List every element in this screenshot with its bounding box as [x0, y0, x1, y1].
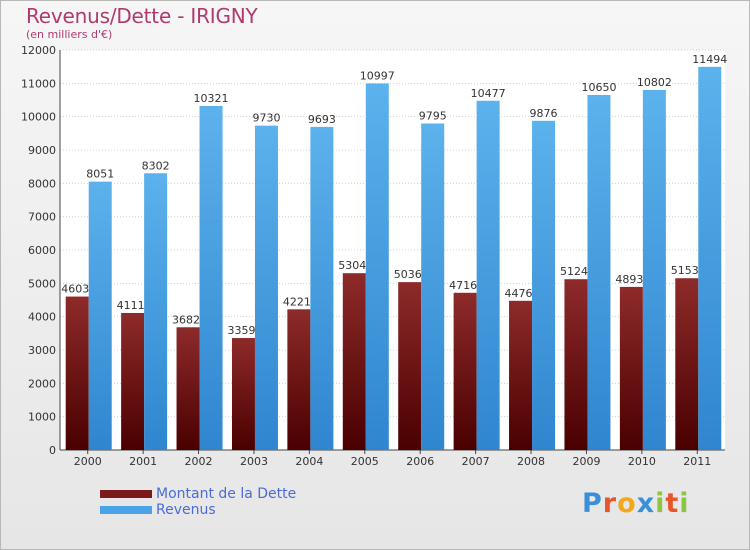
- bar-revenus: [421, 123, 445, 450]
- y-tick-label: 11000: [21, 77, 56, 90]
- bar-revenus: [587, 95, 611, 450]
- data-label-dette: 4221: [283, 295, 311, 308]
- x-tick-label: 2007: [462, 455, 490, 468]
- legend-item-dette: Montant de la Dette: [100, 486, 296, 502]
- bar-dette: [509, 300, 533, 450]
- bar-dette: [287, 309, 311, 450]
- legend-label-revenus: Revenus: [156, 502, 216, 518]
- data-label-revenus: 10321: [194, 92, 229, 105]
- data-label-dette: 3682: [172, 313, 200, 326]
- y-tick-label: 5000: [28, 277, 56, 290]
- logo-letter: i: [655, 488, 666, 519]
- bar-dette: [121, 312, 145, 450]
- data-label-dette: 5036: [394, 268, 422, 281]
- x-tick-label: 2005: [351, 455, 379, 468]
- legend: Montant de la Dette Revenus: [100, 486, 296, 518]
- bar-dette: [176, 327, 200, 450]
- x-tick-label: 2011: [683, 455, 711, 468]
- data-label-revenus: 10802: [637, 76, 672, 89]
- logo-letter: o: [617, 488, 637, 519]
- y-tick-label: 3000: [28, 344, 56, 357]
- x-tick-label: 2006: [406, 455, 434, 468]
- plot-area: [60, 50, 725, 450]
- data-label-revenus: 9795: [419, 110, 447, 123]
- logo-letter: i: [679, 488, 690, 519]
- legend-swatch-dette: [100, 490, 152, 498]
- legend-item-revenus: Revenus: [100, 502, 296, 518]
- y-tick-label: 8000: [28, 177, 56, 190]
- y-tick-label: 12000: [21, 44, 56, 57]
- y-tick-label: 10000: [21, 111, 56, 124]
- data-label-dette: 5304: [338, 259, 366, 272]
- legend-swatch-revenus: [100, 506, 152, 514]
- y-tick-label: 7000: [28, 211, 56, 224]
- data-label-revenus: 11494: [692, 53, 727, 66]
- bar-revenus: [144, 173, 168, 450]
- data-label-dette: 4603: [61, 283, 89, 296]
- y-tick-label: 6000: [28, 244, 56, 257]
- logo-letter: x: [636, 488, 656, 519]
- bar-dette: [675, 278, 699, 450]
- y-tick-label: 9000: [28, 144, 56, 157]
- x-tick-label: 2008: [517, 455, 545, 468]
- data-label-revenus: 10650: [581, 81, 616, 94]
- logo-letter: r: [602, 488, 618, 519]
- data-label-dette: 4893: [615, 273, 643, 286]
- data-label-dette: 4716: [449, 279, 477, 292]
- data-label-revenus: 9730: [252, 112, 280, 125]
- bar-revenus: [310, 126, 334, 451]
- bar-revenus: [698, 66, 722, 450]
- data-label-revenus: 9693: [308, 113, 336, 126]
- chart-title: Revenus/Dette - IRIGNY: [26, 4, 258, 28]
- bar-dette: [65, 296, 89, 450]
- y-tick-label: 1000: [28, 411, 56, 424]
- data-label-dette: 4111: [117, 299, 145, 312]
- data-label-revenus: 8051: [86, 168, 114, 181]
- bar-revenus: [476, 100, 500, 451]
- y-tick-label: 2000: [28, 377, 56, 390]
- logo-letter: P: [582, 488, 603, 519]
- bar-dette: [342, 273, 366, 450]
- x-tick-label: 2010: [628, 455, 656, 468]
- data-label-dette: 3359: [227, 324, 255, 337]
- y-tick-label: 4000: [28, 311, 56, 324]
- bar-revenus: [532, 120, 556, 451]
- legend-label-dette: Montant de la Dette: [156, 486, 297, 502]
- bar-revenus: [365, 83, 389, 450]
- x-tick-label: 2002: [185, 455, 213, 468]
- bar-dette: [398, 282, 422, 450]
- x-tick-label: 2003: [240, 455, 268, 468]
- bar-revenus: [88, 181, 112, 450]
- bar-revenus: [642, 89, 666, 450]
- bar-dette: [231, 338, 255, 450]
- bar-dette: [619, 286, 643, 450]
- bar-dette: [453, 292, 477, 450]
- chart-subtitle: (en milliers d'€): [26, 28, 113, 41]
- bar-revenus: [199, 105, 223, 450]
- proxiti-logo: Proxiti: [582, 488, 690, 519]
- bar-dette: [564, 279, 588, 450]
- x-tick-label: 2001: [129, 455, 157, 468]
- bar-revenus: [254, 125, 278, 451]
- x-tick-label: 2009: [572, 455, 600, 468]
- data-label-revenus: 10997: [360, 69, 395, 82]
- data-label-dette: 5153: [671, 264, 699, 277]
- data-label-dette: 5124: [560, 265, 588, 278]
- logo-letter: t: [665, 488, 680, 519]
- y-tick-label: 0: [49, 444, 56, 457]
- data-label-revenus: 10477: [471, 87, 506, 100]
- x-tick-label: 2004: [295, 455, 323, 468]
- data-label-revenus: 9876: [530, 107, 558, 120]
- x-tick-label: 2000: [74, 455, 102, 468]
- data-label-dette: 4476: [505, 287, 533, 300]
- data-label-revenus: 8302: [142, 159, 170, 172]
